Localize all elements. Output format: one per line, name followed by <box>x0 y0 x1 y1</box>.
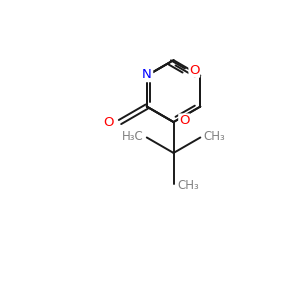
Text: H₃C: H₃C <box>122 130 143 142</box>
Text: CH₃: CH₃ <box>204 130 226 142</box>
Text: CH₃: CH₃ <box>177 179 199 192</box>
Text: O: O <box>189 64 200 77</box>
Text: O: O <box>103 116 114 128</box>
Text: N: N <box>142 68 152 81</box>
Text: O: O <box>179 114 189 127</box>
